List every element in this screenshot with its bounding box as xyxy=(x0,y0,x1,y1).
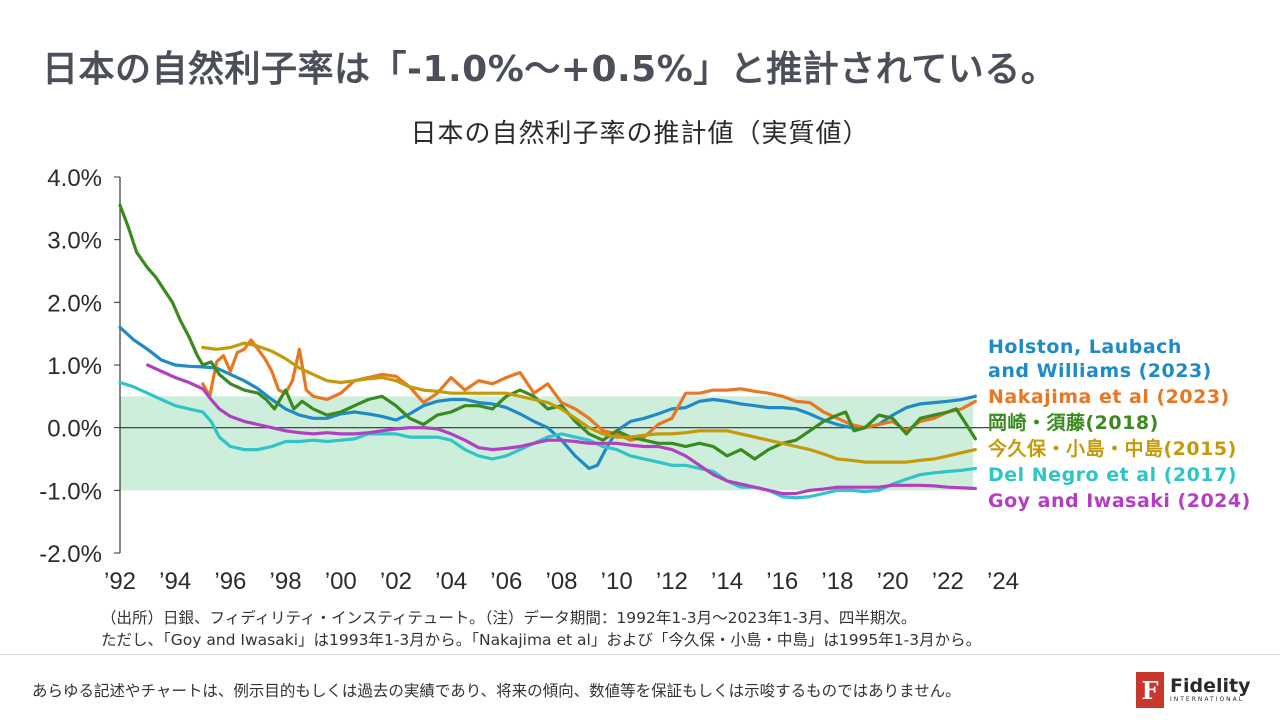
source-line-2: ただし、「Goy and Iwasaki」は1993年1-3月から。「Nakaj… xyxy=(101,631,982,649)
x-tick-label: ’02 xyxy=(380,568,412,595)
x-tick-label: ’92 xyxy=(104,568,136,595)
x-tick-label: ’94 xyxy=(159,568,191,595)
source-notes: （出所）日銀、フィディリティ・インスティテュート。（注）データ期間：1992年1… xyxy=(101,607,981,651)
x-tick-label: ’10 xyxy=(601,568,633,595)
x-tick-label: ’96 xyxy=(214,568,246,595)
y-tick-label: -2.0% xyxy=(39,541,102,568)
x-tick-label: ’16 xyxy=(766,568,798,595)
legend-entry-2: Nakajima et al (2023) xyxy=(988,386,1230,408)
x-tick-label: ’04 xyxy=(435,568,467,595)
x-tick-label: ’18 xyxy=(821,568,853,595)
x-tick-label: ’14 xyxy=(711,568,743,595)
y-tick-label: 0.0% xyxy=(47,416,102,443)
y-tick-label: 4.0% xyxy=(47,165,102,192)
series-line-6 xyxy=(146,363,977,496)
legend-entry-4: 今久保・小島・中島(2015) xyxy=(988,438,1237,460)
chart-title: 日本の自然利子率の推計値（実質値） xyxy=(410,119,870,149)
legend-entry-5: Del Negro et al (2017) xyxy=(988,464,1237,486)
fidelity-logo: F Fidelity INTERNATIONAL xyxy=(1136,672,1250,708)
disclaimer: あらゆる記述やチャートは、例示目的もしくは過去の実績であり、将来の傾向、数値等を… xyxy=(32,682,961,700)
legend-entry-1-line-2: and Williams (2023) xyxy=(988,360,1212,382)
logo-mark-icon: F xyxy=(1136,672,1164,708)
logo-subtitle: INTERNATIONAL xyxy=(1170,696,1245,703)
legend-entry-6: Goy and Iwasaki (2024) xyxy=(988,490,1251,512)
x-tick-label: ’98 xyxy=(270,568,302,595)
series-line-2 xyxy=(201,338,977,442)
x-tick-label: ’24 xyxy=(987,568,1019,595)
x-tick-label: ’22 xyxy=(932,568,964,595)
source-line-1: （出所）日銀、フィディリティ・インスティテュート。（注）データ期間：1992年1… xyxy=(101,609,917,627)
page-headline: 日本の自然利子率は「-1.0%～+0.5%」と推計されている。 xyxy=(42,49,1058,90)
footer-divider xyxy=(0,654,1280,655)
legend-entry-1-line-1: Holston, Laubach xyxy=(988,336,1182,358)
series-line-4 xyxy=(201,341,977,464)
x-tick-label: ’06 xyxy=(490,568,522,595)
y-tick-label: 2.0% xyxy=(47,290,102,317)
y-tick-label: -1.0% xyxy=(39,478,102,505)
x-tick-label: ’00 xyxy=(325,568,357,595)
logo-name: Fidelity xyxy=(1170,675,1251,697)
legend-entry-3: 岡崎・須藤(2018) xyxy=(988,412,1159,434)
y-tick-label: 1.0% xyxy=(47,353,102,380)
y-tick-label: 3.0% xyxy=(47,228,102,255)
range-band xyxy=(120,396,973,491)
x-tick-label: ’08 xyxy=(545,568,577,595)
x-tick-label: ’20 xyxy=(877,568,909,595)
x-tick-label: ’12 xyxy=(656,568,688,595)
